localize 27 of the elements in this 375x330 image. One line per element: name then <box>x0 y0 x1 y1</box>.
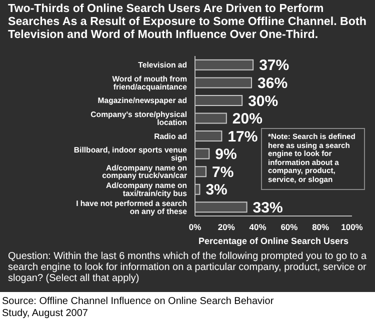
x-tick-label: 60% <box>280 222 298 232</box>
bar <box>195 59 254 70</box>
data-label: 33% <box>252 199 283 216</box>
data-label: 9% <box>215 146 237 164</box>
data-label: 30% <box>248 92 278 110</box>
bar <box>195 112 227 124</box>
data-label: 7% <box>212 164 234 181</box>
bar <box>195 94 243 106</box>
bar <box>195 130 222 142</box>
bar <box>195 77 252 88</box>
x-axis-title: Percentage of Online Search Users <box>198 236 349 246</box>
x-tick-label: 80% <box>312 222 330 232</box>
data-label: 20% <box>232 110 262 128</box>
bar <box>195 166 206 178</box>
source-note: Source: Offline Channel Influence on Online Search Behavior Study, August 2007 <box>2 296 275 320</box>
x-tick-label: 100% <box>341 222 364 232</box>
data-label: 17% <box>228 128 258 146</box>
data-label: 37% <box>259 57 290 74</box>
bar <box>195 148 210 160</box>
x-tick-label: 40% <box>249 222 267 232</box>
x-tick-label: 0% <box>188 222 202 232</box>
bar <box>195 202 248 213</box>
text: Question: Within the last 6 months which of the following prompted you to go to a search engine to look for information on a particular company, product, service or slogan? (Select all that apply) <box>8 251 368 284</box>
chart-title: Two-Thirds of Online Search Users Are Driven to Perform Searches As a Result of Exposure to Some Offline Channel. Both Television and Word of Mouth Influence Over One-Third. <box>8 2 368 41</box>
data-label: 3% <box>206 182 228 199</box>
x-tick-label: 20% <box>218 222 236 232</box>
data-label: 36% <box>258 75 288 92</box>
